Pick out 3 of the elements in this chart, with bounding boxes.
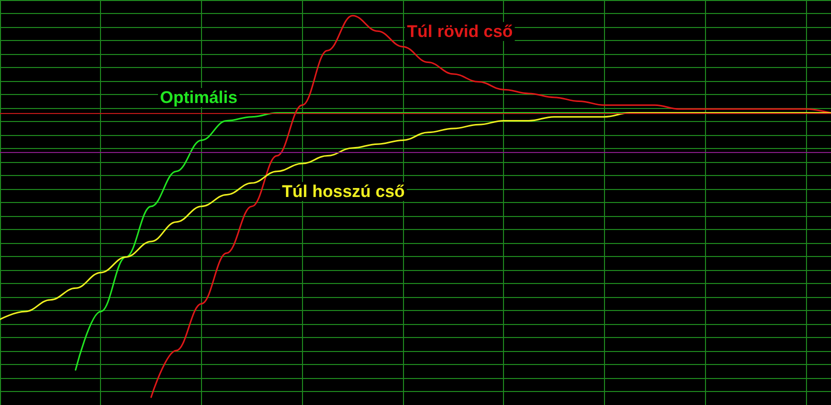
series-label: Túl hosszú cső [282, 182, 405, 201]
series-label: Túl rövid cső [407, 22, 513, 41]
series-label: Optimális [160, 88, 238, 107]
